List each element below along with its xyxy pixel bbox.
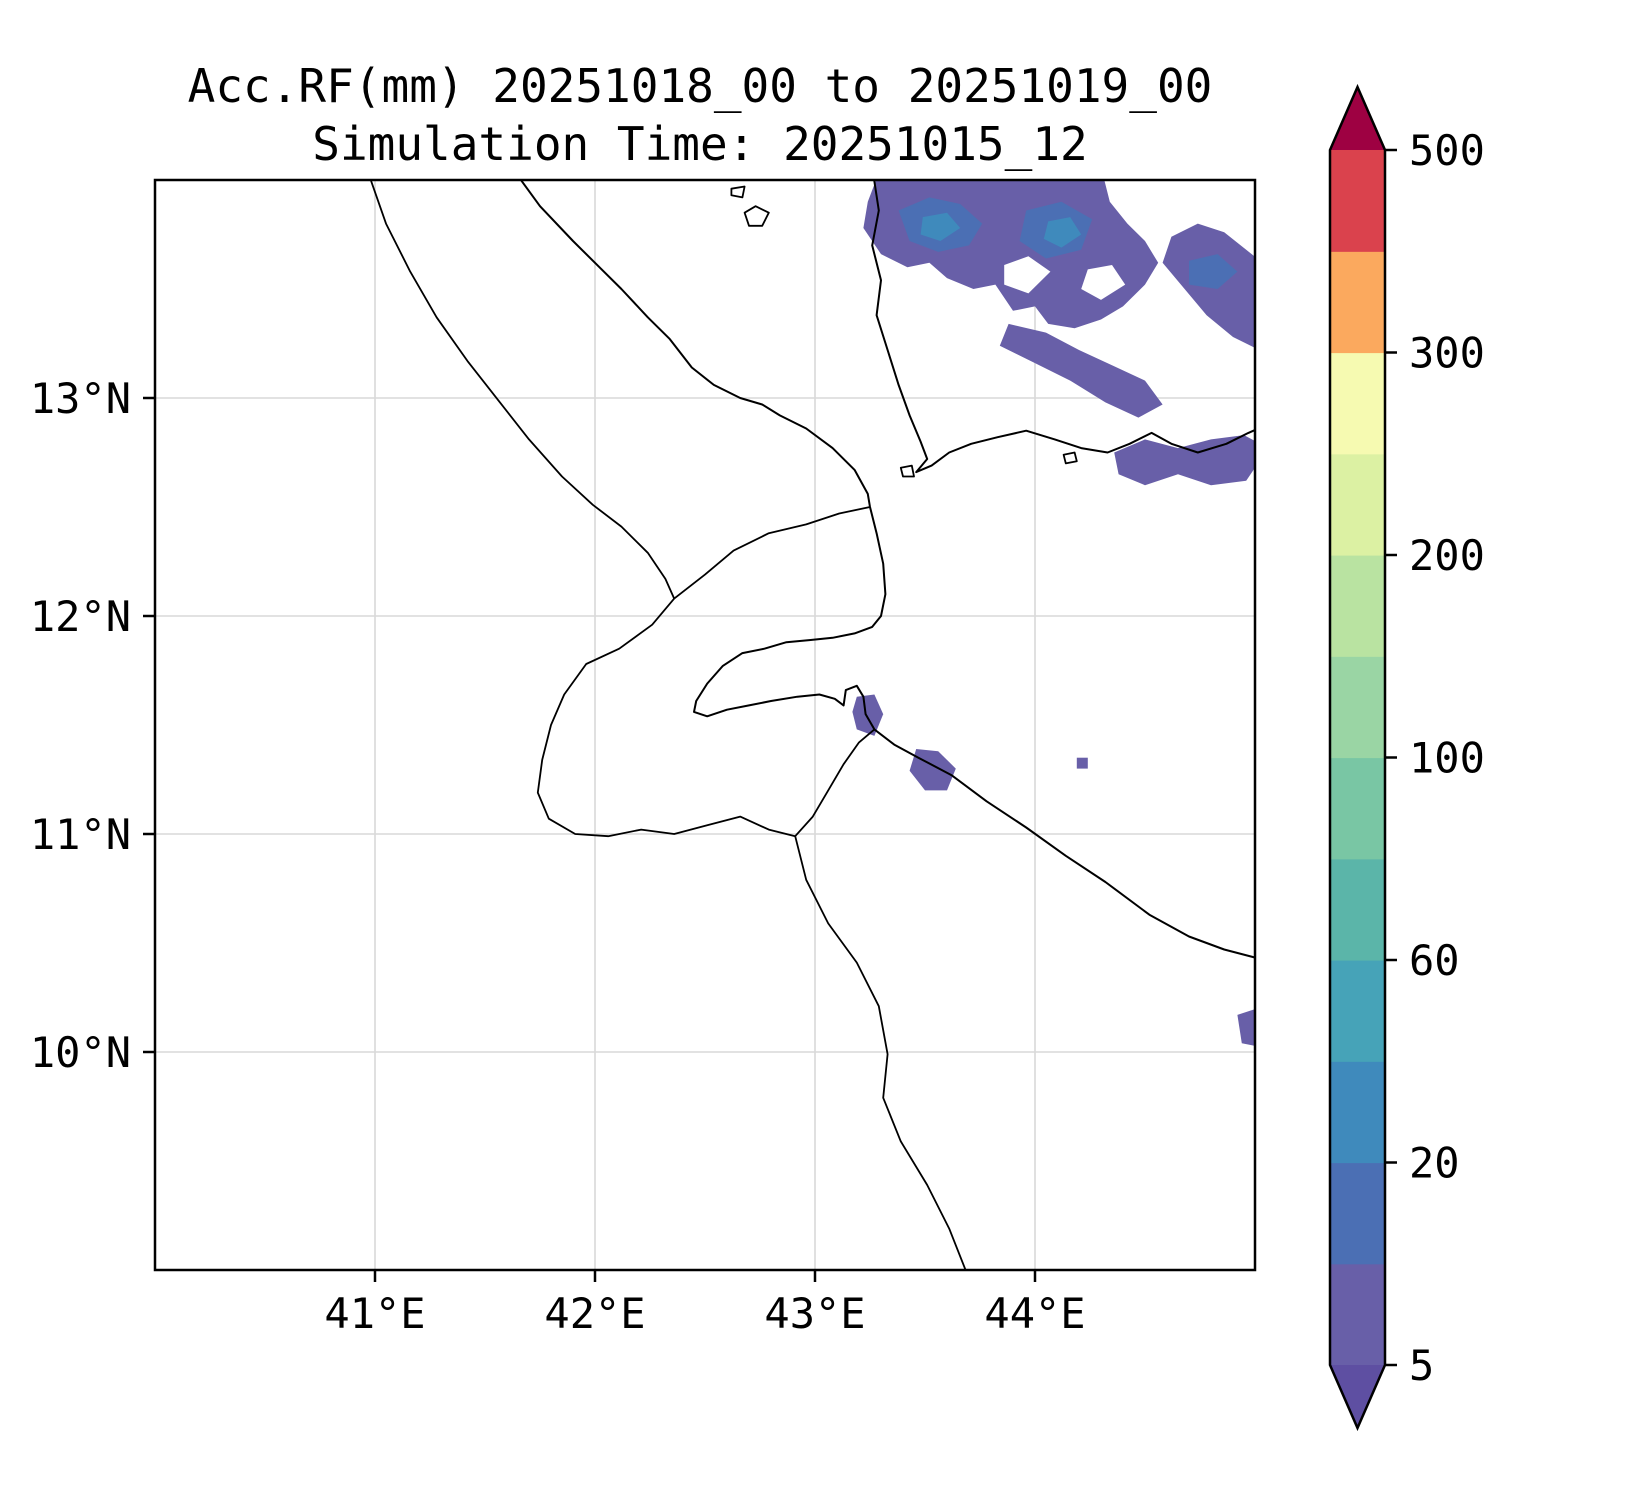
x-tick-label: 41°E [324,1289,425,1338]
rain-contour-hole [1004,256,1051,294]
country-border-path [794,728,875,837]
colorbar-segment [1330,352,1385,455]
colorbar-tick-label: 200 [1409,531,1485,580]
y-tick-label: 11°N [30,810,131,859]
y-tick-label: 10°N [30,1028,131,1077]
axis-ticks [143,396,1037,1282]
rain-contour-patch [1076,757,1088,769]
colorbar: 5 20 60 100 200 300 500 [1328,83,1485,1432]
rain-contour-patch [863,180,1159,329]
colorbar-tick-label: 300 [1409,329,1485,378]
plot-title-line2: Simulation Time: 20251015_12 [312,117,1087,171]
x-tick-label: 44°E [984,1289,1085,1338]
island-outline [1062,451,1078,465]
rain-contour-patch [920,212,961,241]
colorbar-segment [1330,1263,1385,1366]
colorbar-tick-label: 60 [1409,936,1460,985]
colorbar-segment [1330,150,1385,252]
plot-title-line1: Acc.RF(mm) 20251018_00 to 20251019_00 [188,59,1213,113]
islands [730,185,1078,478]
rain-contour-patch [852,694,884,736]
colorbar-segment [1330,757,1385,860]
island-outline [899,464,915,478]
rain-contour-patch [909,749,956,791]
colorbar-segment [1330,656,1385,759]
colorbar-over-arrow [1330,87,1385,150]
x-tick-label: 42°E [544,1289,645,1338]
colorbar-segment [1330,251,1385,354]
colorbar-segment [1330,960,1385,1062]
rain-contours [852,180,1255,1046]
island-outline [743,205,770,227]
country-border-path [369,180,676,599]
rain-contour-patch [1043,217,1082,248]
rain-contour-patch [1237,1009,1255,1046]
colorbar-tick-label: 100 [1409,734,1485,783]
country-border-path [794,835,967,1270]
rain-contour-hole [1081,265,1126,300]
colorbar-tick-label: 500 [1409,126,1485,175]
island-outline [730,185,746,199]
country-border-path [673,506,871,600]
coastline-path [871,180,1255,474]
x-tick-label: 43°E [764,1289,865,1338]
gridlines [155,180,1255,1270]
rain-contour-patch [999,323,1163,418]
y-tick-label: 13°N [30,374,131,423]
colorbar-segment [1330,555,1385,657]
colorbar-under-arrow [1330,1365,1385,1428]
coastline-path [693,506,1255,959]
colorbar-tick-label: 5 [1409,1341,1434,1390]
y-axis-labels: 13°N 12°N 11°N 10°N [30,374,131,1077]
colorbar-segment [1330,1061,1385,1164]
rain-contour-patch [1189,254,1238,289]
plot-frame [153,178,1257,1272]
coastline-path [519,180,871,508]
rain-contour-patch [1114,435,1255,486]
coastlines [519,180,1255,959]
colorbar-segment [1330,1162,1385,1265]
colorbar-segment [1330,858,1385,961]
country-borders [369,180,967,1270]
x-axis-labels: 41°E 42°E 43°E 44°E [324,1289,1085,1338]
colorbar-segment [1330,453,1385,556]
colorbar-tick-label: 20 [1409,1139,1460,1188]
country-border-path [536,598,796,838]
rain-contour-patch [1162,223,1255,348]
y-tick-label: 12°N [30,592,131,641]
